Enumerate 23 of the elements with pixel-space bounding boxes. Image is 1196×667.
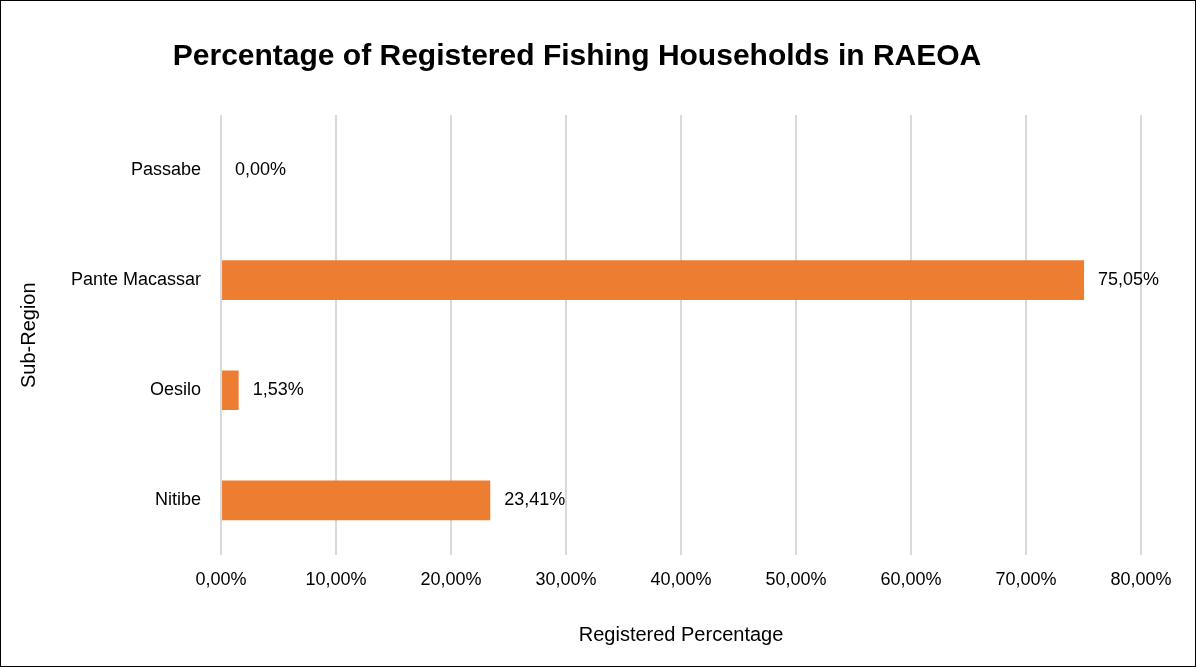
x-tick-label: 80,00% bbox=[1110, 569, 1172, 590]
data-label: 1,53% bbox=[252, 379, 304, 400]
x-tick-label: 30,00% bbox=[535, 569, 597, 590]
data-label: 0,00% bbox=[235, 159, 287, 180]
x-tick-label: 40,00% bbox=[650, 569, 712, 590]
x-axis-title: Registered Percentage bbox=[578, 622, 784, 645]
bar bbox=[222, 480, 491, 521]
y-tick-label: Oesilo bbox=[150, 379, 202, 400]
x-tick-label: 70,00% bbox=[995, 569, 1057, 590]
y-tick-label: Nitibe bbox=[155, 489, 202, 510]
x-tick-label: 10,00% bbox=[305, 569, 367, 590]
bar bbox=[222, 370, 239, 411]
chart-title: Percentage of Registered Fishing Households in RAEOA bbox=[172, 38, 982, 72]
x-tick-label: 60,00% bbox=[880, 569, 942, 590]
y-tick-label: Pante Macassar bbox=[71, 269, 202, 290]
bar bbox=[222, 260, 1085, 300]
y-tick-label: Passabe bbox=[131, 159, 202, 180]
x-tick-label: 50,00% bbox=[765, 569, 827, 590]
data-label: 23,41% bbox=[504, 489, 566, 510]
y-axis-title: Sub-Region bbox=[16, 282, 39, 389]
x-tick-label: 20,00% bbox=[420, 569, 482, 590]
data-label: 75,05% bbox=[1098, 269, 1160, 290]
x-tick-label: 0,00% bbox=[195, 569, 247, 590]
